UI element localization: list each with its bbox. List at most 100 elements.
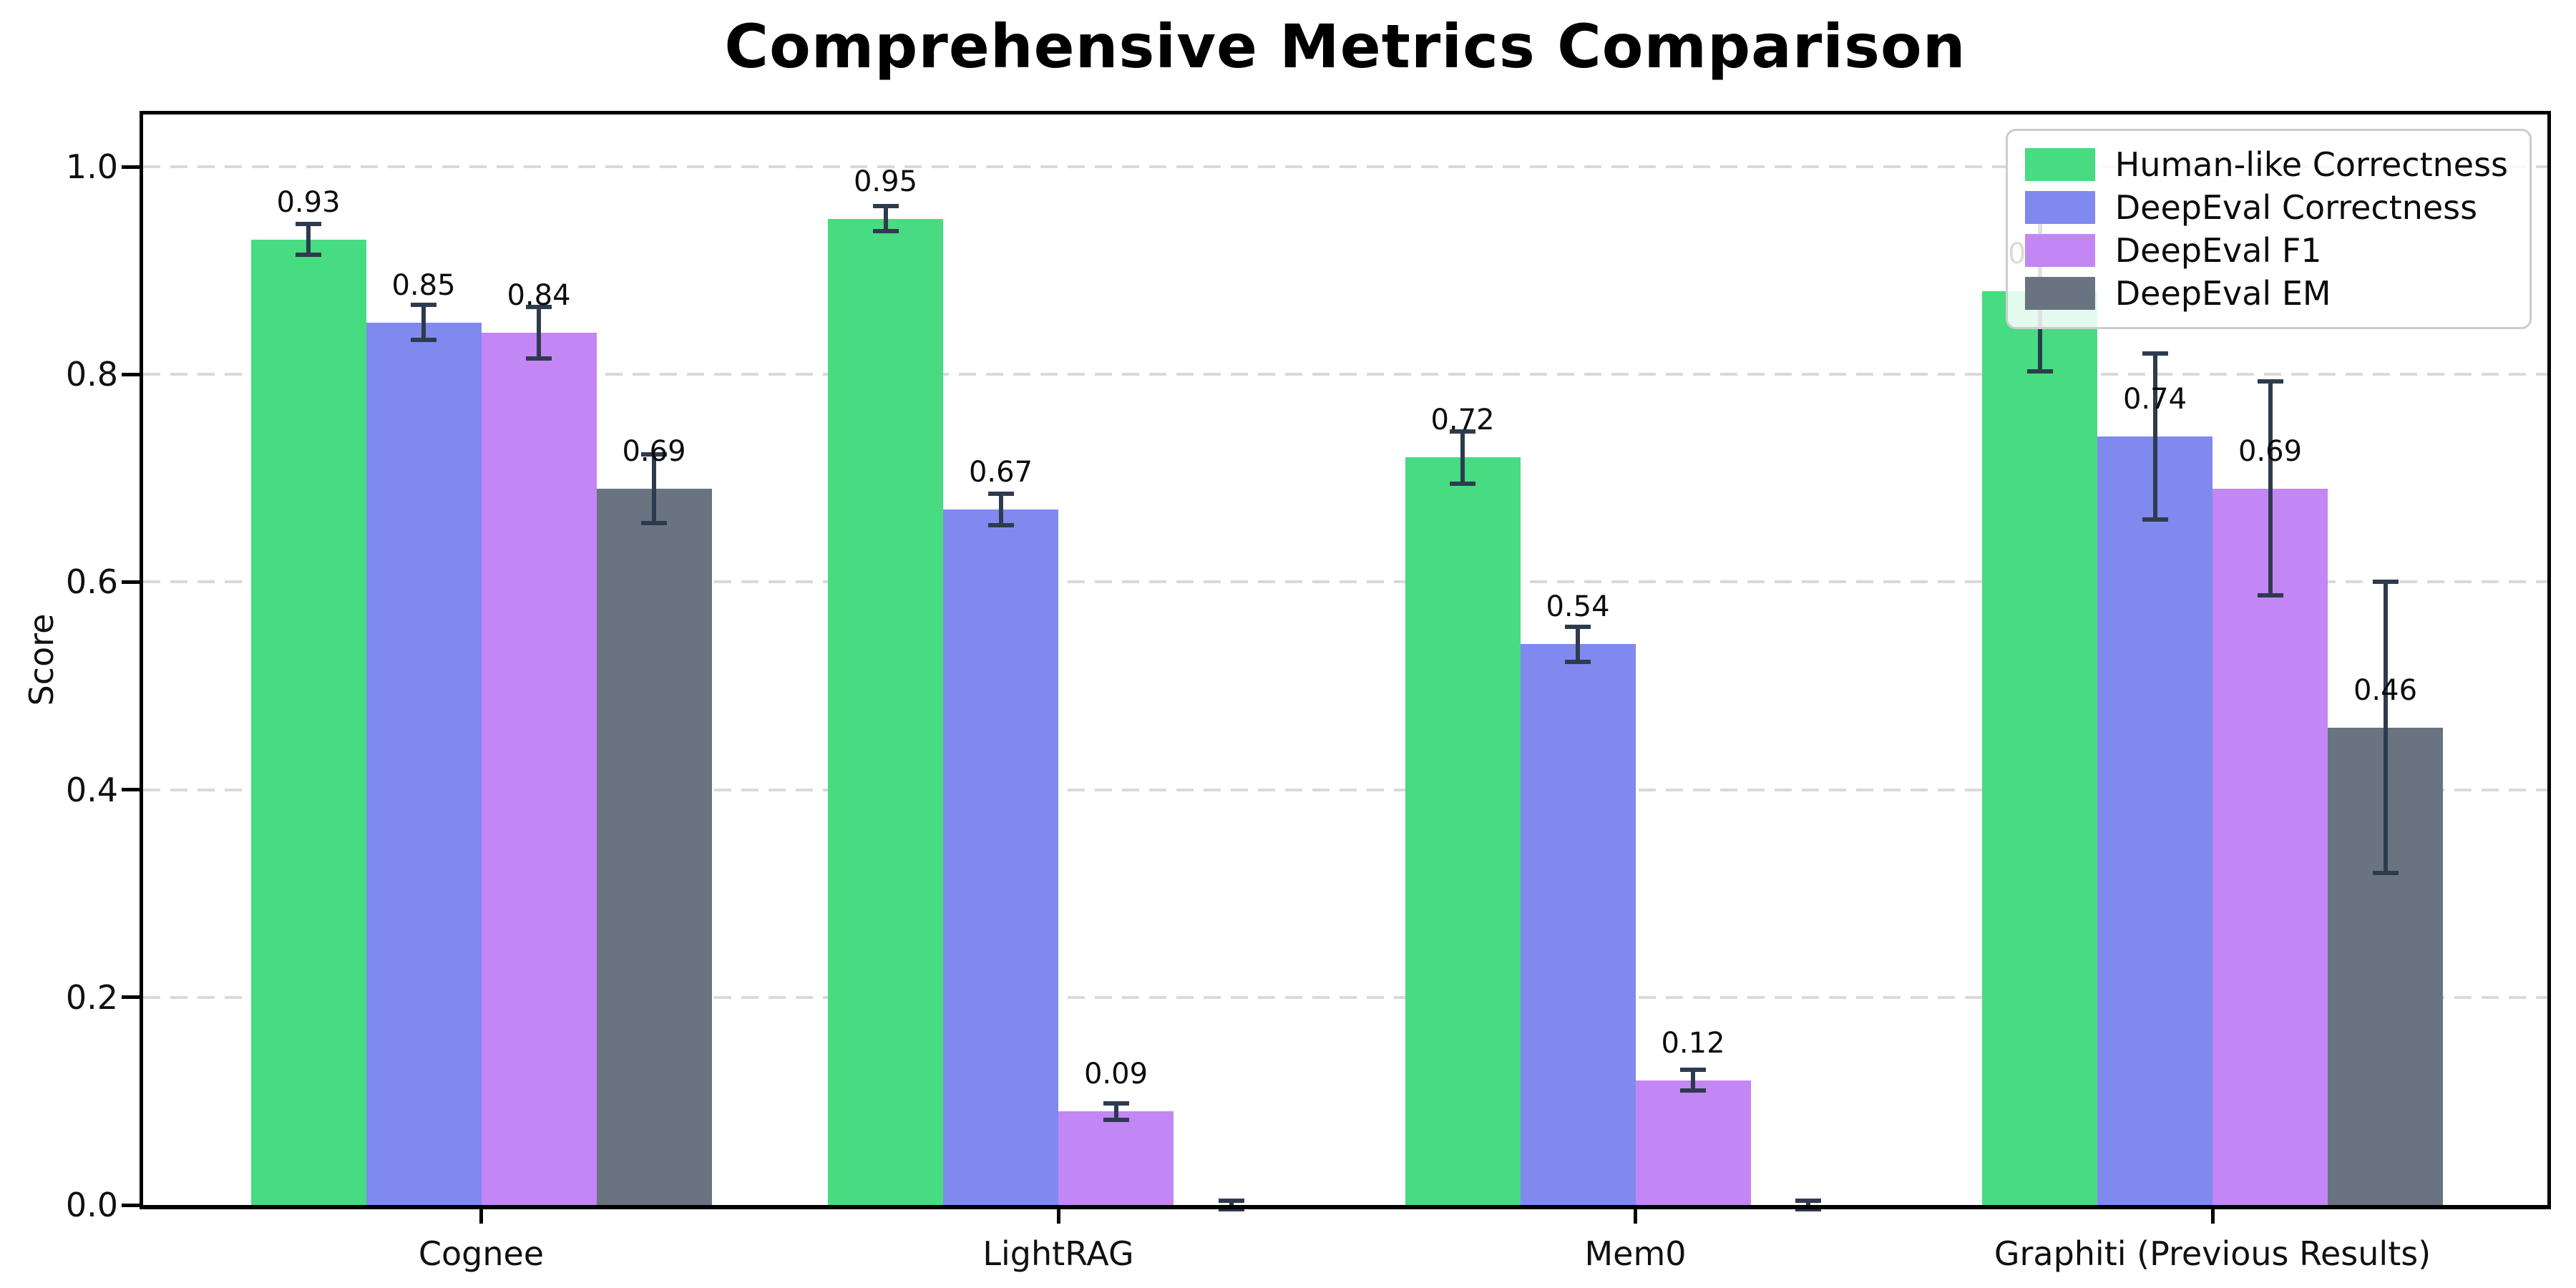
legend-swatch-icon	[2024, 148, 2095, 181]
y-axis-title: Score	[22, 613, 61, 706]
bar-value-label: 0.54	[1546, 590, 1610, 624]
bar	[481, 333, 597, 1205]
bar	[2212, 488, 2328, 1205]
y-tick-label: 0.2	[65, 977, 118, 1017]
error-bar-cap-top	[2257, 379, 2283, 384]
y-tick-mark	[122, 165, 140, 169]
grid-line	[143, 580, 2547, 584]
y-tick-mark	[122, 995, 140, 1000]
grid-line	[143, 788, 2547, 791]
grid-line	[143, 373, 2547, 376]
error-bar	[1113, 1103, 1118, 1120]
error-bar-cap-top	[1680, 1068, 1706, 1073]
bar	[1982, 291, 2097, 1205]
error-bar-cap-bottom	[2026, 369, 2053, 374]
legend-label: Human-like Correctness	[2114, 145, 2508, 184]
error-bar	[652, 454, 656, 523]
plot-area: Score 0.0 0.2 0.4 0.6 0.8 1.0 Cognee LightRAG Me…	[22, 111, 2551, 1273]
error-bar-cap-top	[1795, 1199, 1821, 1204]
error-bar-cap-bottom	[641, 520, 667, 525]
x-tick-label: Graphiti (Previous Results)	[1994, 1234, 2431, 1273]
x-tick-mark	[2210, 1205, 2215, 1224]
y-tick-label: 0.0	[65, 1186, 118, 1224]
error-bar-cap-top	[641, 452, 667, 457]
error-bar	[1806, 1201, 1810, 1209]
error-bar	[1460, 431, 1465, 484]
bar-value-label: 0.74	[2122, 383, 2187, 416]
bar	[1058, 1111, 1174, 1205]
bar-value-label: 0.84	[507, 279, 571, 313]
legend-swatch-icon	[2024, 277, 2095, 310]
error-bar-cap-bottom	[987, 522, 1014, 527]
error-bar	[2383, 582, 2388, 873]
legend-row: DeepEval F1	[2024, 230, 2508, 271]
axis-spine-bottom	[140, 1205, 2551, 1209]
bar	[366, 322, 482, 1205]
error-bar-cap-top	[1450, 429, 1475, 434]
y-tick-label: 0.6	[65, 562, 118, 602]
bar	[1405, 457, 1521, 1205]
error-bar-cap-top	[1565, 624, 1591, 629]
bar	[1635, 1080, 1751, 1205]
error-bar	[1691, 1070, 1695, 1091]
legend-row: Human-like Correctness	[2024, 144, 2508, 185]
bar-value-label: 0.85	[391, 268, 456, 302]
bar	[943, 509, 1058, 1205]
legend-label: DeepEval EM	[2114, 274, 2331, 313]
error-bar-cap-bottom	[411, 338, 436, 343]
legend-label: DeepEval F1	[2114, 231, 2322, 270]
bar-value-label: 0.95	[853, 165, 918, 198]
error-bar-cap-top	[2142, 351, 2168, 356]
x-tick-label: Cognee	[418, 1234, 545, 1273]
error-bar	[421, 304, 426, 341]
error-bar-cap-top	[1103, 1101, 1129, 1106]
y-tick-mark	[122, 788, 140, 792]
error-bar-cap-bottom	[1565, 660, 1591, 665]
error-bar	[998, 494, 1003, 525]
error-bar	[1576, 626, 1580, 663]
error-bar-cap-top	[1218, 1199, 1244, 1204]
grid-line	[143, 165, 2547, 168]
error-bar-cap-bottom	[1103, 1118, 1129, 1123]
error-bar	[1229, 1201, 1234, 1209]
bar-value-label: 0.72	[1430, 404, 1495, 437]
bar-value-label: 0.46	[2353, 673, 2418, 707]
bar-value-label: 0.12	[1661, 1026, 1725, 1060]
bar-value-label: 0.93	[276, 185, 341, 219]
bar	[1520, 644, 1636, 1205]
legend-swatch-icon	[2024, 234, 2095, 267]
y-tick-mark	[122, 580, 140, 584]
error-bar-cap-top	[526, 304, 552, 309]
error-bar-cap-bottom	[1450, 481, 1475, 486]
error-bar-cap-top	[987, 492, 1014, 497]
legend-swatch-icon	[2024, 191, 2095, 224]
x-tick-mark	[1056, 1205, 1060, 1224]
grid-line	[143, 995, 2547, 999]
error-bar-cap-top	[2372, 580, 2399, 585]
bar-value-label: 0.69	[622, 434, 686, 468]
error-bar	[2152, 353, 2157, 520]
y-tick-label: 1.0	[65, 147, 118, 186]
bar	[596, 488, 712, 1205]
error-bar-cap-top	[411, 302, 436, 307]
x-tick-label: Mem0	[1584, 1234, 1687, 1273]
axis-spine-top	[140, 111, 2551, 114]
legend-row: DeepEval EM	[2024, 273, 2508, 314]
error-bar-cap-bottom	[2142, 517, 2168, 522]
chart-title: Comprehensive Metrics Comparison	[724, 11, 1966, 82]
bar	[2097, 436, 2212, 1205]
y-tick-mark	[122, 372, 140, 376]
legend-label: DeepEval Correctness	[2114, 188, 2478, 227]
legend: Human-like Correctness DeepEval Correctne…	[2005, 129, 2532, 329]
error-bar-cap-bottom	[2372, 870, 2399, 875]
y-tick-label: 0.8	[65, 355, 118, 394]
error-bar-cap-top	[872, 204, 899, 209]
axis-spine-right	[2547, 111, 2551, 1209]
bar-value-label: 0.67	[968, 455, 1033, 489]
error-bar-cap-bottom	[296, 253, 321, 258]
legend-row: DeepEval Correctness	[2024, 187, 2508, 228]
bar	[828, 218, 943, 1205]
bar	[250, 239, 366, 1205]
y-tick-mark	[122, 1203, 140, 1207]
